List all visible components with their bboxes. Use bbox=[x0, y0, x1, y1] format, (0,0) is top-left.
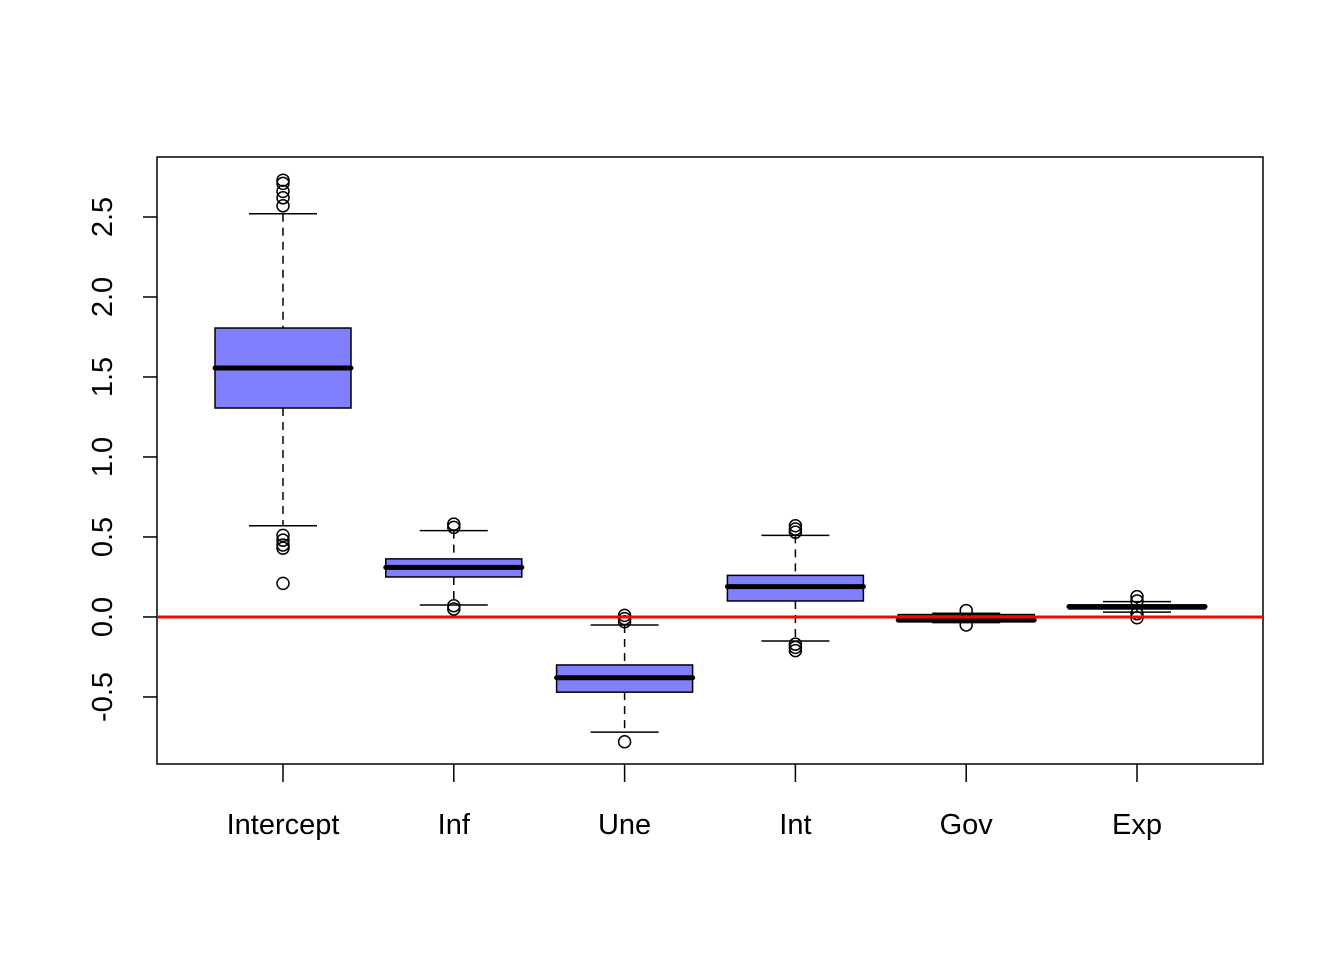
x-tick-label: Inf bbox=[438, 809, 471, 841]
outlier-point bbox=[276, 541, 290, 555]
x-tick-label: Une bbox=[598, 809, 651, 841]
outlier-point bbox=[1130, 594, 1144, 608]
outlier-point bbox=[276, 184, 290, 199]
y-tick-label: 0.5 bbox=[87, 517, 119, 557]
outlier-point bbox=[276, 173, 290, 187]
y-tick-label: 1.0 bbox=[87, 437, 119, 477]
outlier-point bbox=[276, 528, 290, 543]
outlier-point bbox=[617, 611, 632, 626]
outlier-point bbox=[276, 576, 290, 591]
outlier-point bbox=[276, 199, 290, 213]
outlier-point bbox=[788, 522, 803, 536]
outlier-point bbox=[447, 599, 461, 613]
outlier-point bbox=[447, 520, 461, 535]
x-tick-label: Intercept bbox=[227, 809, 340, 841]
outlier-point bbox=[447, 602, 461, 616]
x-tick-label: Int bbox=[779, 809, 811, 841]
outlier-point bbox=[617, 735, 632, 749]
outlier-point bbox=[617, 608, 632, 623]
outlier-point bbox=[788, 519, 803, 533]
outlier-point bbox=[276, 538, 290, 552]
x-tick-label: Gov bbox=[940, 809, 994, 841]
outlier-point bbox=[276, 191, 290, 205]
x-tick-label: Exp bbox=[1112, 809, 1162, 841]
y-tick-label: 1.5 bbox=[87, 357, 119, 397]
plot-frame bbox=[156, 156, 1264, 765]
outlier-point bbox=[788, 643, 803, 658]
outlier-point bbox=[788, 637, 803, 651]
y-tick-label: 0.0 bbox=[87, 597, 119, 637]
outlier-point bbox=[276, 533, 290, 547]
outlier-point bbox=[788, 525, 803, 539]
outlier-point bbox=[788, 640, 803, 655]
y-tick-label: 2.5 bbox=[87, 197, 119, 237]
y-tick-label: -0.5 bbox=[87, 672, 119, 722]
y-tick-label: 2.0 bbox=[87, 277, 119, 317]
outlier-point bbox=[447, 517, 461, 531]
outlier-point bbox=[276, 176, 290, 191]
outlier-point bbox=[959, 618, 973, 632]
outlier-point bbox=[1130, 607, 1144, 621]
outlier-point bbox=[1130, 589, 1144, 604]
